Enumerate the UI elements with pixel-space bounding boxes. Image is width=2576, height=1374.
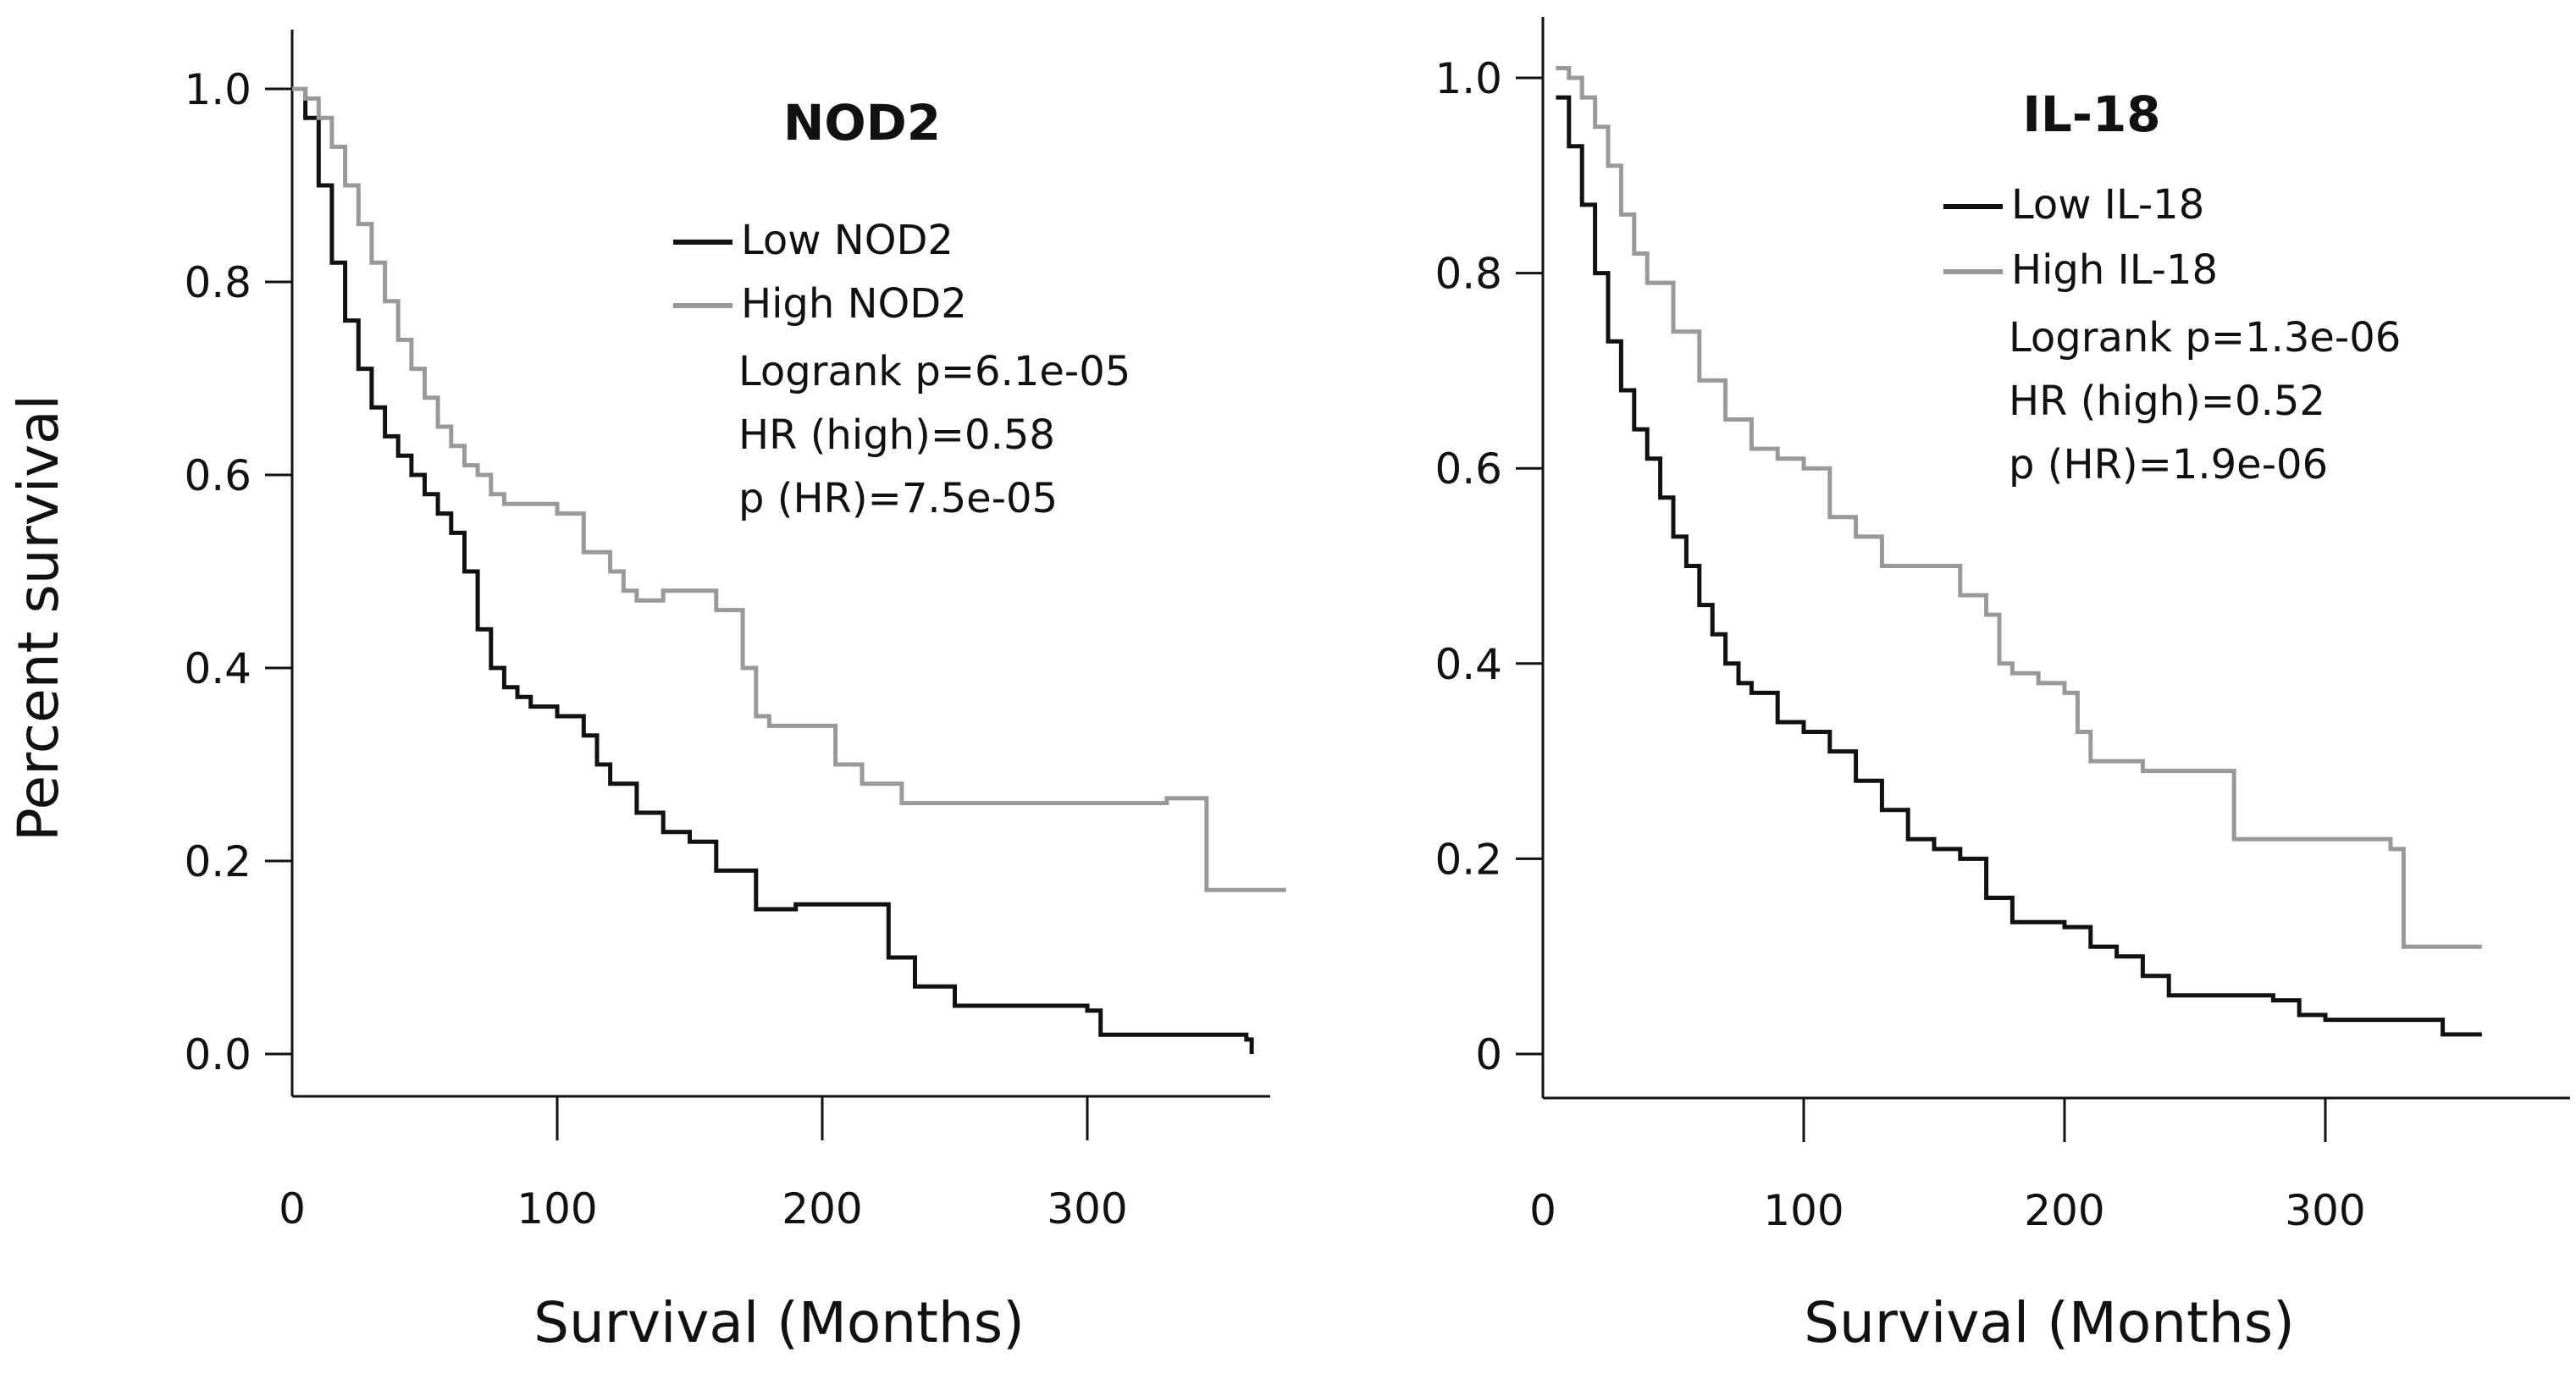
nod2-series-low-line [292,86,1254,1054]
nod2-y-tick-label: 0.2 [184,837,252,886]
nod2-legend-label-low: Low NOD2 [741,217,954,264]
nod2-x-tick-label: 300 [1047,1184,1127,1233]
nod2-x-axis-label: Survival (Months) [533,1290,1025,1355]
il18-y-tick-label: 0.4 [1434,640,1502,689]
il18-stat-annotation: p (HR)=1.9e-06 [2009,441,2328,488]
il18-x-axis-label: Survival (Months) [1804,1290,2295,1355]
nod2-chart-title: NOD2 [783,94,941,152]
nod2-x-tick-label: 200 [782,1184,862,1233]
nod2-y-tick-label: 0.8 [184,258,252,307]
nod2-x-tick-label: 0 [279,1184,306,1233]
il18-legend-label-high: High IL-18 [2011,246,2218,294]
nod2-y-tick-label: 1.0 [184,65,252,114]
il18-x-tick-label: 200 [2024,1186,2104,1235]
nod2-x-tick-label: 100 [517,1184,597,1233]
nod2-series-high-line [292,86,1286,892]
nod2-stat-annotation: p (HR)=7.5e-05 [738,475,1058,522]
il18-x-tick-label: 0 [1529,1186,1556,1235]
il18-y-tick-label: 0.8 [1434,250,1502,299]
il18-chart-title: IL-18 [2022,86,2160,143]
nod2-y-tick-label: 0.6 [184,451,252,500]
il18-x-tick-label: 100 [1763,1186,1844,1235]
nod2-legend-label-high: High NOD2 [741,280,967,328]
nod2-y-tick-label: 0.4 [184,644,252,693]
il18-y-tick-label: 0.6 [1434,444,1502,494]
il18-legend-label-low: Low IL-18 [2011,181,2204,229]
il18-stat-annotation: HR (high)=0.52 [2009,378,2325,425]
il18-series-high-line [1556,66,2482,949]
il18-y-tick-label: 1.0 [1434,54,1502,103]
il18-x-tick-label: 300 [2285,1186,2365,1235]
il18-series-low-line [1556,95,2482,1037]
nod2-stat-annotation: Logrank p=6.1e-05 [738,348,1130,395]
il18-y-tick-label: 0 [1475,1030,1502,1079]
il18-stat-annotation: Logrank p=1.3e-06 [2009,314,2401,361]
nod2-stat-annotation: HR (high)=0.58 [738,411,1055,459]
nod2-y-axis-label: Percent survival [6,395,71,842]
il18-y-tick-label: 0.2 [1434,835,1502,884]
nod2-y-tick-label: 0.0 [184,1030,252,1079]
